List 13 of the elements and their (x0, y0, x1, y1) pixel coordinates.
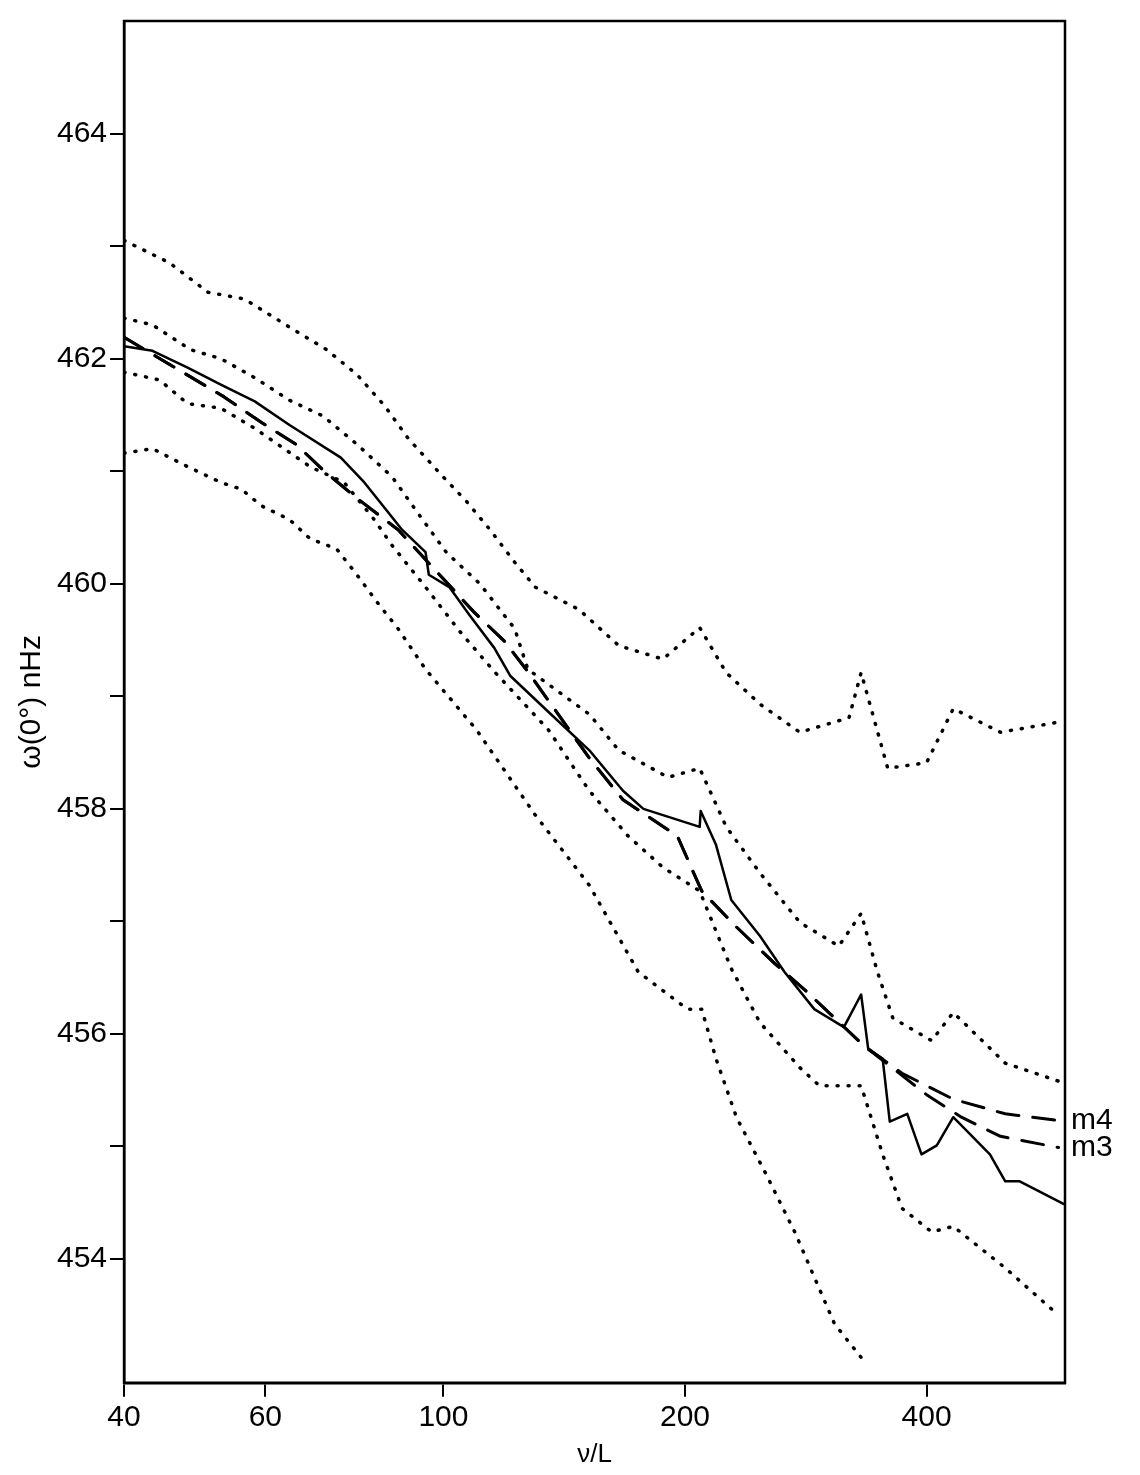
y-tick-label: 462 (56, 339, 108, 373)
x-tick-label: 200 (659, 1399, 711, 1433)
x-tick-label: 100 (418, 1399, 469, 1433)
x-tick-label: 40 (107, 1399, 141, 1433)
y-tick-label: 458 (56, 790, 108, 824)
x-tick-label: 60 (248, 1399, 283, 1433)
y-axis-title: ω(0°) nHz (13, 635, 47, 769)
y-tick-label: 464 (56, 114, 108, 148)
x-axis-title: ν/L (577, 1437, 612, 1468)
y-tick-label: 460 (56, 564, 108, 598)
y-tick-label: 454 (56, 1240, 108, 1274)
y-tick-label: 456 (56, 1015, 108, 1049)
x-tick-label: 400 (901, 1399, 952, 1433)
